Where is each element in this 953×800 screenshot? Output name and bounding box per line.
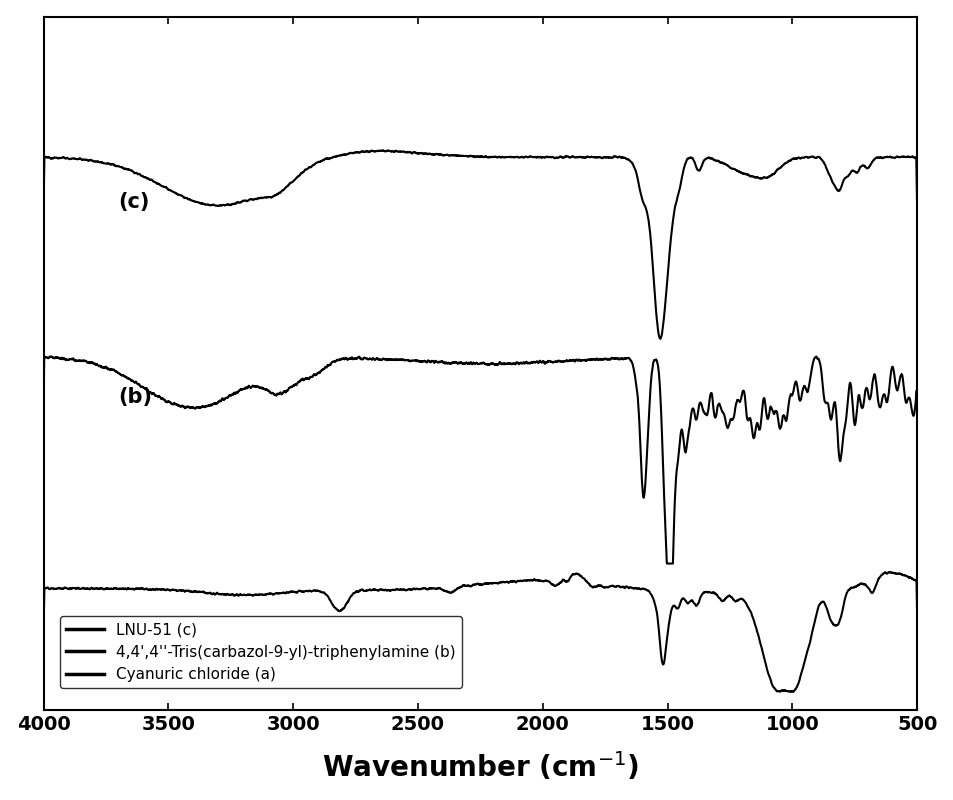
X-axis label: Wavenumber (cm$^{-1}$): Wavenumber (cm$^{-1}$)	[321, 750, 639, 783]
Text: (c): (c)	[118, 191, 150, 211]
Text: (b): (b)	[118, 387, 152, 407]
Legend: LNU-51 (c), 4,4',4''-Tris(carbazol-9-yl)-triphenylamine (b), Cyanuric chloride (: LNU-51 (c), 4,4',4''-Tris(carbazol-9-yl)…	[60, 616, 461, 689]
Text: (a): (a)	[118, 622, 152, 642]
